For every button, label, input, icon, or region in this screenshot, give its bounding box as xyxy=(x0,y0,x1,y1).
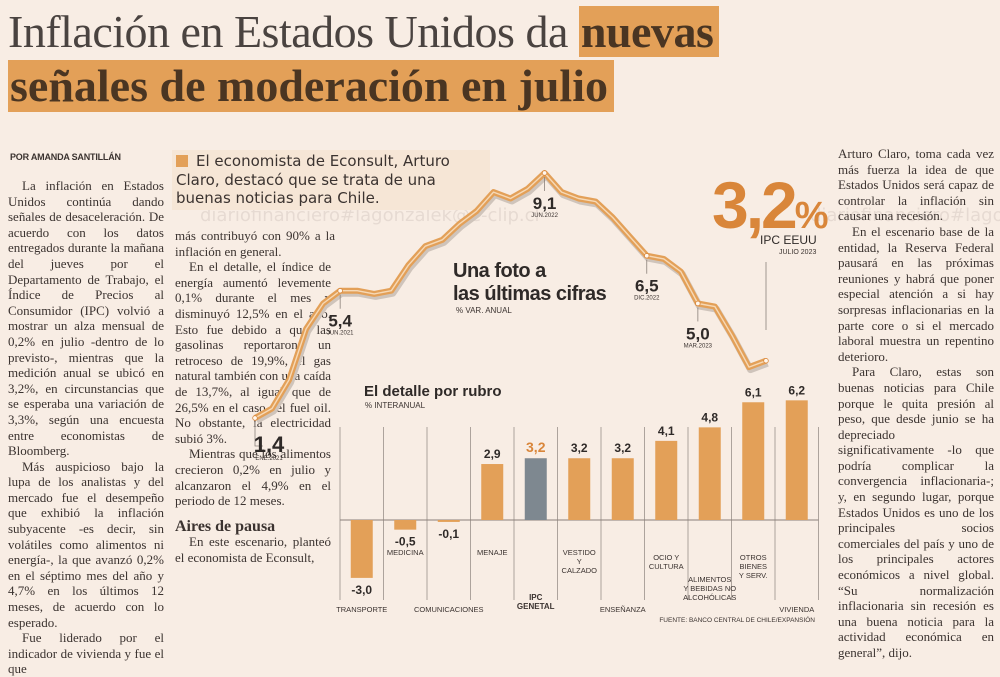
subheading: Aires de pausa xyxy=(175,517,276,535)
article-column-3: Arturo Claro, toma cada vez más fuerza l… xyxy=(838,146,994,661)
bar xyxy=(785,400,808,520)
chart-source: FUENTE: BANCO CENTRAL DE CHILE/EXPANSIÓN xyxy=(659,615,815,624)
bar-category-label: IPC xyxy=(529,593,543,602)
bar-category-label: COMUNICACIONES xyxy=(414,605,484,614)
watermark: diariofinanciero#lagonzalek@e-clip.cl xyxy=(200,205,540,226)
line-point xyxy=(644,253,650,259)
ipc-headline-value: 3,2% xyxy=(712,168,828,242)
paragraph: más contribuyó con 90% a la inflación en… xyxy=(175,228,335,259)
bar-value-label: -0,1 xyxy=(438,527,459,541)
bar-category-label: ALIMENTOS xyxy=(688,575,731,584)
bar xyxy=(481,464,504,520)
bar xyxy=(394,520,417,530)
bar-value-label: 6,1 xyxy=(745,385,762,399)
bar xyxy=(350,520,373,578)
ipc-headline-label: IPC EEUU xyxy=(760,233,817,247)
bar xyxy=(437,520,460,522)
line-point xyxy=(337,288,343,294)
bar-category-label: Y BEBIDAS NO xyxy=(683,584,736,593)
annotation-value: 5,0 xyxy=(686,324,710,343)
headline-highlight-1: nuevas xyxy=(578,6,720,57)
headline-part1: Inflación en Estados Unidos da xyxy=(8,6,579,57)
watermark: diariofinanciero#lago xyxy=(810,205,1000,226)
byline: POR AMANDA SANTILLÁN xyxy=(10,152,121,162)
bar-category-label: ENSEÑANZA xyxy=(600,605,646,614)
line-chart-title-2: las últimas cifras xyxy=(453,283,607,305)
paragraph: En este escenario, planteó el economista… xyxy=(175,534,331,565)
bar-value-label: 4,8 xyxy=(701,410,718,424)
bar-category-label: MENAJE xyxy=(477,548,507,557)
paragraph: Mientras que los alimentos crecieron 0,2… xyxy=(175,446,331,509)
line-point xyxy=(541,170,548,176)
bar-value-label: 4,1 xyxy=(658,424,675,438)
bar xyxy=(568,458,591,520)
annotation-date: DIC.2022 xyxy=(634,296,660,302)
headline-highlight-2: señales de moderación en julio xyxy=(8,60,614,112)
bar-value-label: 3,2 xyxy=(614,441,631,455)
bar xyxy=(698,427,721,520)
bar-category-label: TRANSPORTE xyxy=(336,605,387,614)
bar-value-label: -0,5 xyxy=(395,535,416,549)
pull-quote-text: El economista de Econsult, Arturo Claro,… xyxy=(176,152,450,207)
paragraph: La inflación en Estados Unidos continúa … xyxy=(8,178,164,459)
bar-category-label: OCIO Y xyxy=(653,553,679,562)
annotation-value: 6,5 xyxy=(635,277,659,296)
paragraph: En el escenario base de la entidad, la R… xyxy=(838,223,994,364)
bar-category-label: CALZADO xyxy=(562,566,598,575)
annotation-date: MAR.2023 xyxy=(684,343,713,349)
bar-category-label: GENETAL xyxy=(517,602,555,611)
annotation-value: 1,4 xyxy=(254,432,285,457)
headline: Inflación en Estados Unidos da nuevas se… xyxy=(8,6,828,123)
pull-quote: El economista de Econsult, Arturo Claro,… xyxy=(172,150,490,210)
annotation-value: 5,4 xyxy=(328,312,352,331)
bar-category-label: Y xyxy=(577,557,582,566)
bar-value-label: -3,0 xyxy=(351,583,372,597)
bar xyxy=(655,440,678,520)
line-chart-title-1: Una foto a xyxy=(453,260,547,282)
square-bullet-icon xyxy=(176,155,188,167)
bar-category-label: VESTIDO xyxy=(563,548,596,557)
bar-category-label: CULTURA xyxy=(649,562,684,571)
bar-category-label: BIENES xyxy=(739,562,767,571)
bar xyxy=(524,458,547,520)
line-point xyxy=(763,358,769,364)
annotation-date: ENE.2021 xyxy=(255,456,283,462)
bar-category-label: OTROS xyxy=(740,553,767,562)
paragraph: Más auspicioso bajo la lupa de los anali… xyxy=(8,458,164,630)
annotation-value: 9,1 xyxy=(533,194,557,213)
bar-chart-subtitle: % INTERANUAL xyxy=(365,401,426,410)
line-point xyxy=(695,300,701,307)
annotation-date: JUN.2021 xyxy=(327,331,354,337)
bar xyxy=(611,458,634,520)
line-chart-subtitle: % VAR. ANUAL xyxy=(456,306,512,315)
paragraph: Arturo Claro, toma cada vez más fuerza l… xyxy=(838,146,994,224)
line-point xyxy=(252,415,258,421)
bar-value-label: 2,9 xyxy=(484,447,501,461)
bar-category-label: ALCOHÓLICAS xyxy=(683,593,736,602)
inflation-chart: Una foto a las últimas cifras % VAR. ANU… xyxy=(252,168,831,624)
article-column-2: más contribuyó con 90% a la inflación en… xyxy=(175,228,335,565)
bar-chart-title: El detalle por rubro xyxy=(364,383,502,400)
ipc-headline-date: JULIO 2023 xyxy=(779,249,816,256)
bar-category-label: Y SERV. xyxy=(739,571,768,580)
bar-category-label: VIVIENDA xyxy=(779,605,814,614)
bar-value-label: 3,2 xyxy=(526,439,546,455)
bar-value-label: 6,2 xyxy=(788,383,805,397)
bar-value-label: 3,2 xyxy=(571,441,588,455)
bar xyxy=(742,402,765,520)
annotation-date: JUN.2022 xyxy=(531,213,558,219)
bar-category-label: MEDICINA xyxy=(387,548,424,557)
annotation-leader xyxy=(254,422,263,447)
